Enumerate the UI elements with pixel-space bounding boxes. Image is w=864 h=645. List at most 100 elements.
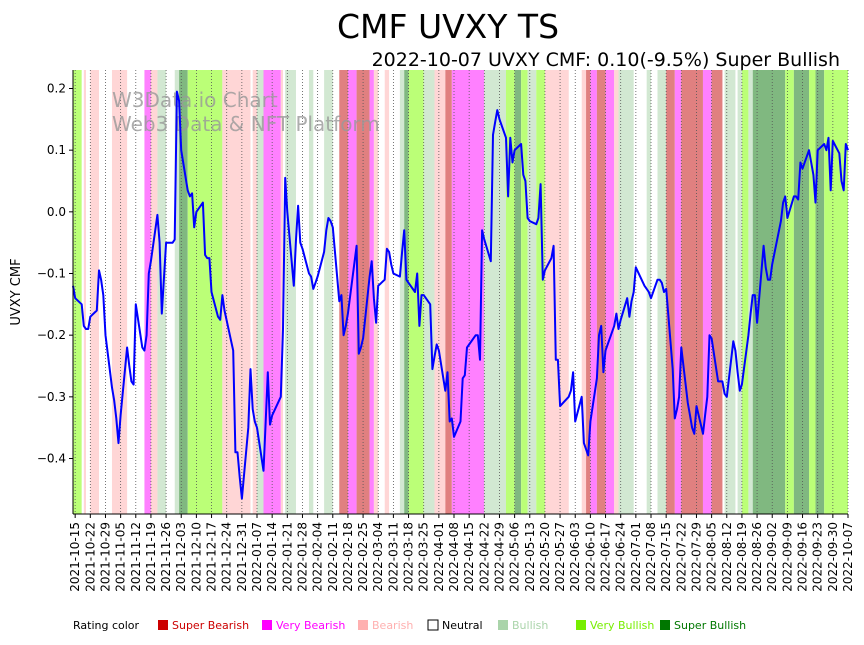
legend-item-label: Very Bearish [276,619,345,632]
rating-band [666,70,675,514]
x-tick-label: 2021-12-17 [205,522,219,592]
watermark-line-1: W3Data.io Chart [112,88,278,112]
rating-band [257,70,264,514]
legend-item-label: Bullish [512,619,548,632]
rating-band [596,70,606,514]
x-tick-label: 2022-07-08 [644,522,658,592]
x-tick-label: 2022-04-15 [462,522,476,592]
rating-band [618,70,634,514]
x-tick-label: 2022-01-28 [295,522,309,592]
rating-band [724,70,736,514]
rating-band [824,70,848,514]
legend-item-label: Super Bearish [172,619,249,632]
x-tick-label: 2022-01-14 [265,522,279,592]
legend-item-label: Very Bullish [590,619,654,632]
rating-band [451,70,485,514]
x-tick-label: 2021-10-22 [83,522,97,592]
rating-band [423,70,435,514]
rating-band [339,70,348,514]
rating-band [521,70,528,514]
y-tick-label: −0.1 [37,267,66,281]
x-tick-label: 2022-07-15 [659,522,673,592]
rating-band [527,70,537,514]
x-tick-label: 2022-04-22 [477,522,491,592]
legend-item-label: Bearish [372,619,413,632]
x-tick-label: 2022-02-25 [356,522,370,592]
x-tick-label: 2022-01-21 [280,522,294,592]
rating-band [308,70,314,514]
x-tick-label: 2021-12-03 [174,522,188,592]
legend-heading: Rating color [73,619,140,632]
rating-band [793,70,810,514]
x-tick-label: 2021-12-10 [189,522,203,592]
legend-item-label: Neutral [442,619,483,632]
chart-title: CMF UVXY TS [337,7,559,46]
x-tick-label: 2021-10-15 [68,522,82,592]
x-tick-label: 2022-02-11 [326,522,340,592]
x-tick-label: 2021-11-12 [129,522,143,592]
x-tick-label: 2021-10-29 [98,522,112,592]
x-tick-label: 2022-07-01 [629,522,643,592]
x-tick-label: 2022-04-01 [432,522,446,592]
rating-band [484,70,506,514]
rating-band [187,70,223,514]
x-tick-label: 2022-06-03 [568,522,582,592]
y-tick-label: 0.2 [47,82,66,96]
rating-band [408,70,424,514]
rating-band [674,70,682,514]
rating-band [815,70,825,514]
rating-band [544,70,569,514]
x-tick-label: 2022-09-09 [780,522,794,592]
x-tick-label: 2022-07-29 [689,522,703,592]
rating-band [785,70,794,514]
x-tick-label: 2021-11-05 [114,522,128,592]
y-axis-label: UVXY CMF [9,258,24,325]
rating-band [90,70,99,514]
legend-swatch [498,620,508,630]
legend-swatch [576,620,586,630]
x-tick-label: 2022-09-23 [811,522,825,592]
rating-band [614,70,619,514]
x-tick-label: 2022-08-12 [720,522,734,592]
rating-band [711,70,723,514]
rating-band [150,70,158,514]
rating-band [445,70,452,514]
rating-band [590,70,597,514]
x-tick-label: 2021-11-19 [144,522,158,592]
x-tick-label: 2021-12-31 [235,522,249,592]
axes [72,70,848,515]
rating-band [702,70,712,514]
x-tick-label: 2022-08-19 [735,522,749,592]
x-tick-label: 2022-03-11 [386,522,400,592]
x-tick-label: 2022-08-26 [750,522,764,592]
x-tick-label: 2022-03-18 [402,522,416,592]
x-tick-label: 2022-05-27 [553,522,567,592]
rating-band [73,70,82,514]
x-tick-label: 2022-07-22 [674,522,688,592]
rating-band [657,70,667,514]
chart-subtitle: 2022-10-07 UVXY CMF: 0.10(-9.5%) Super B… [372,49,840,71]
x-tick-label: 2022-08-05 [705,522,719,592]
rating-band [347,70,357,514]
x-tick-label: 2022-06-17 [599,522,613,592]
legend-swatch [158,620,168,630]
rating-band [514,70,522,514]
rating-band [404,70,409,514]
rating-band [83,70,86,514]
rating-band [174,70,180,514]
rating-band [324,70,333,514]
x-tick-label: 2022-06-24 [614,522,628,592]
rating-legend: Rating color Super Bearish Very Bearish Be… [73,619,746,632]
x-tick-label: 2021-11-26 [159,522,173,592]
x-tick-label: 2022-06-10 [583,522,597,592]
legend-swatch [660,620,670,630]
rating-band [369,70,374,514]
rating-band [737,70,742,514]
x-tick-label: 2021-12-24 [220,522,234,592]
rating-band [536,70,545,514]
rating-band [605,70,615,514]
x-tick-label: 2022-04-08 [447,522,461,592]
rating-band [373,70,379,514]
